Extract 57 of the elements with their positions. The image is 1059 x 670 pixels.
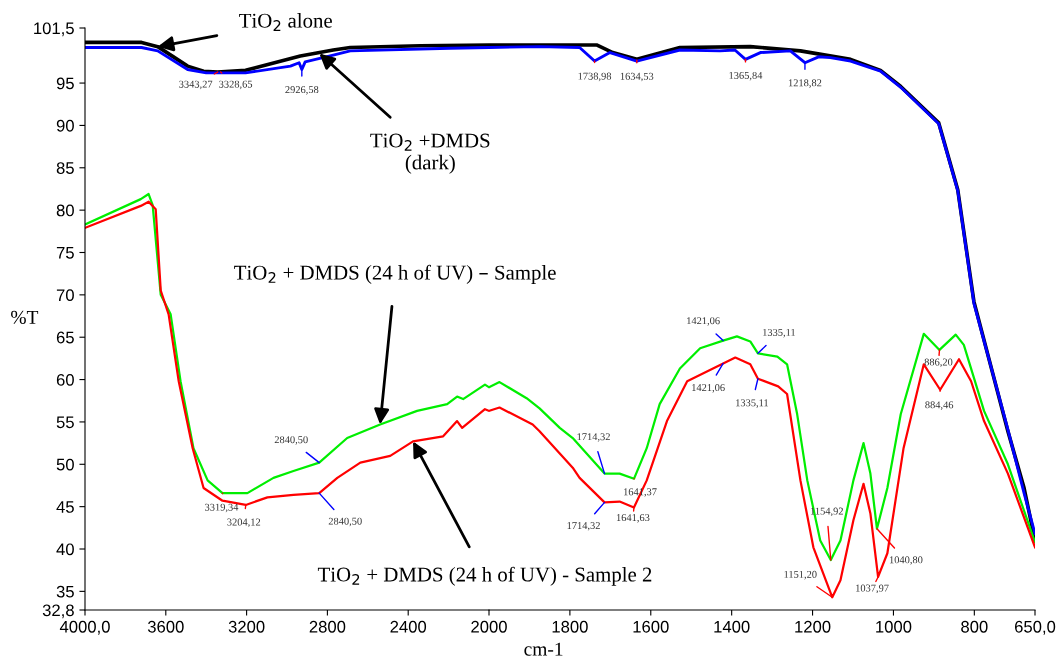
annotation: 1218,82 [788, 79, 822, 88]
x-tick-label: 1200 [795, 620, 831, 633]
y-tick-label: 70 [56, 289, 74, 302]
annotation: 1714,32 [567, 522, 600, 531]
y-tick-label: 90 [56, 119, 74, 132]
x-tick-label: 2000 [471, 620, 507, 633]
y-axis-title: %T [11, 310, 39, 324]
x-tick-label: 650,0 [1014, 620, 1056, 635]
y-tick-label: 85 [56, 162, 74, 174]
annotation: 1634,53 [620, 72, 654, 82]
annotation: 1365,84 [729, 71, 763, 81]
x-tick-label: 2800 [309, 620, 346, 633]
x-tick-label: 1000 [876, 620, 912, 633]
y-tick-label: 101,5 [34, 22, 74, 37]
annotation: TiO$_{2}$ + DMDS (24 h of UV) – Sample [234, 264, 556, 284]
x-tick-label: 800 [961, 620, 988, 633]
annotation: 1641,63 [616, 514, 650, 523]
y-tick-label: 32,8 [42, 604, 74, 619]
y-tick-label: 80 [56, 204, 74, 217]
y-tick-label: 55 [56, 416, 74, 429]
x-tick-label: 1800 [552, 620, 588, 633]
annotation: 1335,11 [763, 328, 796, 338]
annotation: 886,20 [924, 358, 953, 368]
x-tick-label: 1400 [714, 620, 750, 633]
annotation: 1421,06 [692, 384, 725, 393]
x-tick-label: 4000,0 [59, 620, 110, 635]
annotation: 3319,34 [205, 503, 239, 513]
y-tick-label: 50 [56, 458, 74, 471]
y-tick-label: 60 [56, 373, 74, 386]
y-tick-label: 45 [56, 501, 74, 513]
annotation: 884,46 [925, 401, 954, 410]
y-tick-label: 35 [56, 585, 74, 598]
annotation: TiO$_{2}$ alone [239, 13, 332, 31]
annotation: 1151,20 [784, 570, 817, 580]
x-tick-label: 1600 [633, 620, 669, 633]
annotation: 1421,06 [687, 317, 720, 326]
annotation: TiO$_{2}$ +DMDS (dark) [370, 133, 490, 174]
annotation: 2926,58 [285, 86, 319, 95]
annotation: 3343,27 [179, 80, 213, 90]
annotation: 2840,50 [328, 517, 362, 527]
annotation: 1738,98 [578, 72, 612, 82]
y-tick-label: 75 [56, 247, 74, 259]
x-tick-label: 2400 [390, 620, 427, 633]
y-tick-label: 95 [56, 77, 74, 90]
y-tick-label: 40 [56, 543, 74, 556]
annotation: 2840,50 [274, 436, 308, 445]
annotation: TiO$_{2}$ + DMDS (24 h of UV) - Sample 2 [317, 566, 652, 586]
annotation: 1335,11 [736, 399, 769, 408]
annotation: 1040,80 [889, 556, 923, 565]
annotation: 1037,97 [856, 584, 889, 594]
annotation: 3204,12 [227, 518, 261, 528]
x-tick-label: 3200 [228, 620, 265, 633]
annotation: 1714,32 [577, 433, 610, 442]
y-tick-label: 65 [56, 331, 74, 344]
x-tick-label: 3600 [147, 620, 184, 633]
x-axis-title: cm-1 [524, 642, 563, 656]
annotation: 3328,65 [219, 80, 253, 90]
